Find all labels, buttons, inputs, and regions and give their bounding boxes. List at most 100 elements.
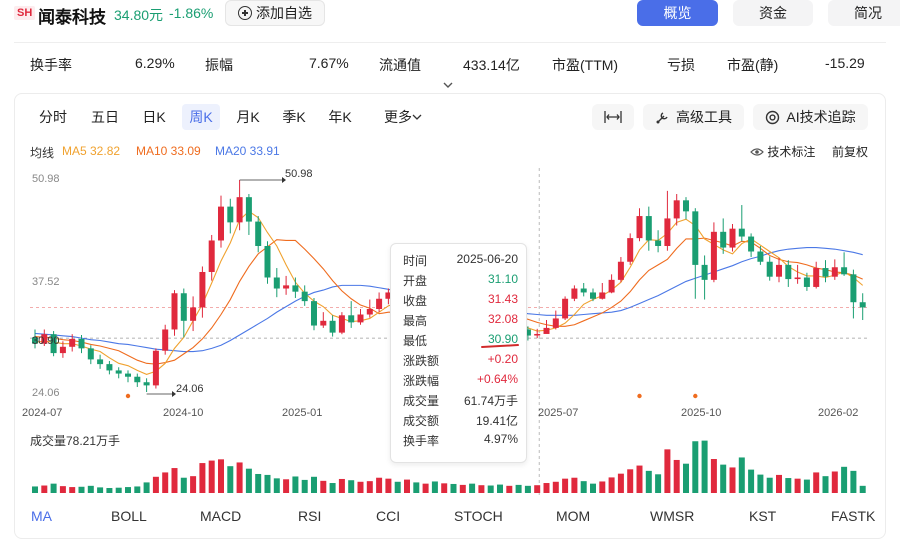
indicator-macd[interactable]: MACD [200,508,242,524]
indicator-wmsr[interactable]: WMSR [650,508,695,524]
volume-bar [701,440,708,493]
stock-price: 34.80元 [114,7,164,23]
tooltip-key: 涨跌额 [403,354,440,368]
indicator-cci[interactable]: CCI [376,508,401,524]
x-tick: 2025-01 [282,407,323,419]
candle-body [841,267,848,275]
tooltip-row: 收盘 31.43 [403,292,518,310]
candle-body [301,291,308,302]
tooltip-row: 开盘 31.10 [403,272,518,290]
indicator-rsi[interactable]: RSI [298,508,322,524]
tooltip-key: 收盘 [403,294,428,308]
tab-daily-k[interactable]: 日K [134,104,174,130]
candle-body [683,200,689,212]
more-label: 更多 [384,109,412,125]
expand-chevron-icon[interactable] [443,80,453,90]
volume-bar [617,473,624,493]
volume-bar [264,474,271,493]
tab-label: 季K [282,109,306,125]
indicator-ma[interactable]: MA [31,508,52,524]
candle-body [311,301,317,326]
stat-value-turnover: 6.29% [135,55,175,71]
candle-body [292,285,299,292]
tab-weekly-k[interactable]: 周K [182,104,220,130]
restore-toggle[interactable]: 前复权 [832,143,868,160]
volume-bar [655,474,662,493]
candle-body [785,264,792,280]
tech-label-link[interactable]: 技术标注 [750,143,815,160]
volume-bar [506,485,513,493]
tab-label: 周K [189,109,213,125]
volume-bar [738,457,745,493]
volume-bar [69,487,76,493]
volume-bar [134,486,141,493]
indicator-kst[interactable]: KST [749,508,777,524]
tab-capital[interactable]: 资金 [733,0,813,26]
volume-bar [227,466,234,493]
candle-body [766,261,773,277]
volume-bar [497,484,503,493]
x-tick: 2024-10 [163,407,204,419]
volume-bar [283,479,290,493]
advanced-tools-button[interactable]: 高级工具 [643,104,744,130]
candle-body [617,261,624,280]
volume-bar [766,477,773,493]
ai-track-button[interactable]: AI技术追踪 [753,104,868,130]
candle-body [794,277,801,280]
volume-bar [776,474,782,493]
volume-bar [859,485,866,493]
stat-value-pe-static: -15.29 [825,55,865,71]
candle-body [69,338,76,347]
candle-body [571,288,578,299]
volume-bar [338,478,345,493]
restore-label: 前复权 [832,145,869,159]
candle-body [143,382,150,386]
volume-bar [301,479,308,493]
volume-bar [245,468,252,493]
volume-bar [404,479,410,493]
volume-bar [255,473,262,493]
tooltip-row: 涨跌额 +0.20 [403,352,518,370]
tooltip-value: 19.41亿 [475,414,518,428]
indicator-boll[interactable]: BOLL [111,508,147,524]
add-watchlist-label: 添加自选 [256,5,312,21]
volume-bar [97,487,104,493]
candle-body [729,228,736,248]
tooltip-row: 换手率 4.97% [403,432,518,450]
volume-bar [571,477,578,493]
candle-body [97,359,104,365]
tab-yearly-k[interactable]: 年K [320,104,360,130]
tooltip-key: 涨跌幅 [403,374,440,388]
tooltip-row: 最低 30.90 [403,332,518,350]
stat-label-pe-ttm: 市盈(TTM) [552,57,619,73]
tab-capital-label: 资金 [759,5,787,21]
expand-horizontal-button[interactable] [592,104,634,130]
tab-intraday[interactable]: 分时 [30,104,76,130]
candle-body [738,228,745,237]
volume-bar [171,468,178,493]
volume-bar [850,470,857,493]
indicator-fastk[interactable]: FASTK [831,508,876,524]
indicator-stoch[interactable]: STOCH [454,508,503,524]
low-annotation: 24.06 [176,383,204,395]
volume-bar [803,479,810,493]
tab-profile[interactable]: 简况 [828,0,900,26]
candle-body [580,288,587,293]
volume-bar [599,481,606,493]
tab-five-day[interactable]: 五日 [82,104,128,130]
tooltip-key: 成交量 [403,394,440,408]
x-tick: 2025-07 [538,407,579,419]
tooltip-value: 31.10 [487,272,518,286]
tab-monthly-k[interactable]: 月K [228,104,268,130]
more-dropdown[interactable]: 更多 [378,104,428,130]
candle-body [78,338,85,349]
candle-body [627,238,634,262]
volume-bar [822,476,829,493]
tab-quarterly-k[interactable]: 季K [274,104,314,130]
add-watchlist-button[interactable]: 添加自选 [225,0,325,26]
candle-body [534,333,541,336]
stat-label-pe-static: 市盈(静) [727,57,779,73]
tooltip-value: +0.64% [476,372,518,386]
indicator-mom[interactable]: MOM [556,508,591,524]
tab-overview[interactable]: 概览 [637,0,718,26]
